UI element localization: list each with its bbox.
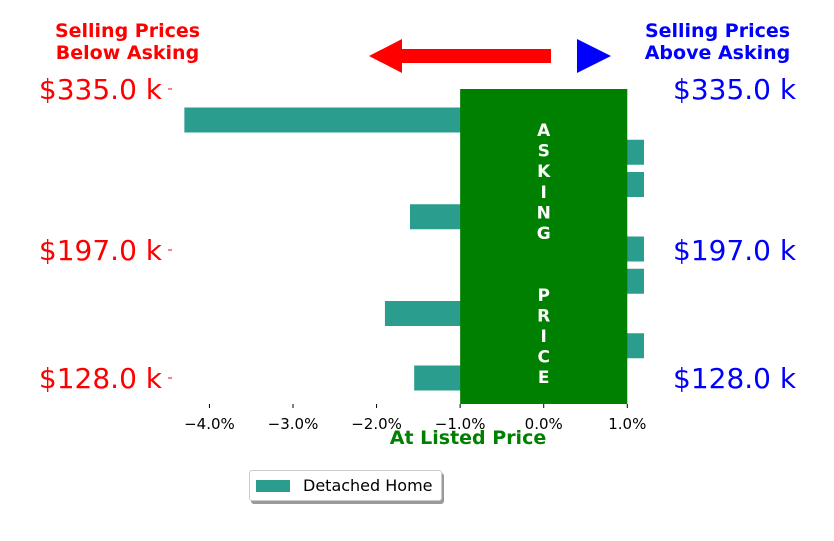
band-letter: A — [537, 121, 551, 141]
asking-price-band — [460, 89, 628, 404]
y-tick-label-left: $197.0 k — [39, 234, 163, 267]
y-tick-label-left: $128.0 k — [39, 362, 163, 395]
below-asking-header: Selling Prices Below Asking — [20, 20, 235, 64]
band-letter: S — [538, 142, 550, 162]
above-asking-header: Selling Prices Above Asking — [610, 20, 825, 64]
below-asking-header-line1: Selling Prices — [54, 20, 201, 42]
legend: Detached Home — [249, 470, 442, 501]
band-letter: P — [537, 286, 549, 306]
band-letter: E — [538, 368, 550, 388]
band-letter: K — [537, 162, 551, 182]
x-tick-label: 1.0% — [608, 415, 646, 433]
below-asking-header-line2: Below Asking — [55, 42, 200, 64]
x-tick-label: −3.0% — [268, 415, 319, 433]
x-axis: −4.0% −3.0% −2.0% −1.0% 0.0% 1.0% — [184, 404, 646, 433]
band-letter: C — [537, 348, 549, 368]
band-letter: I — [541, 327, 547, 347]
y-tick-label-left: $335.0 k — [39, 73, 163, 106]
band-letter: G — [537, 224, 551, 244]
x-tick-label: −2.0% — [351, 415, 402, 433]
arrow-right-icon — [577, 39, 611, 73]
legend-label: Detached Home — [303, 476, 433, 495]
above-asking-header-line1: Selling Prices — [644, 20, 791, 42]
legend-swatch — [256, 479, 290, 492]
above-asking-header-line2: Above Asking — [644, 42, 791, 64]
x-tick-label: 0.0% — [525, 415, 563, 433]
y-tick-label-right: $335.0 k — [673, 73, 797, 106]
band-letter: R — [537, 306, 550, 326]
arrow-left-icon — [369, 39, 551, 73]
band-letter: N — [537, 203, 551, 223]
x-tick-label: −4.0% — [184, 415, 235, 433]
y-axis-left: $335.0 k $197.0 k $128.0 k — [39, 73, 172, 395]
y-tick-label-right: $197.0 k — [673, 234, 797, 267]
x-tick-label: −1.0% — [435, 415, 486, 433]
band-letter: I — [541, 183, 547, 203]
y-tick-label-right: $128.0 k — [673, 362, 797, 395]
x-axis-label: At Listed Price — [390, 427, 546, 449]
y-axis-right: $335.0 k $197.0 k $128.0 k — [673, 73, 797, 395]
